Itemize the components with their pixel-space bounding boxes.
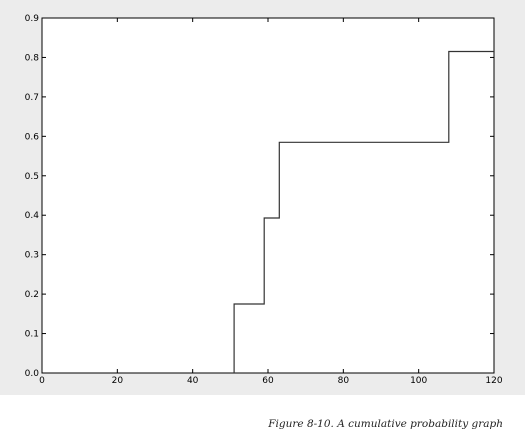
y-tick-label: 0.2 [25,290,39,300]
x-tick-label: 40 [187,376,199,386]
cumulative-probability-chart: 0 20 40 60 80 100 120 0.0 0.1 0.2 0.3 0.4 0.5 0.6 0.7… [25,14,503,386]
y-tick-label: 0.9 [25,14,40,24]
y-tick-label: 0.0 [25,369,40,379]
x-tick-label: 60 [262,376,274,386]
y-tick-label: 0.6 [25,132,40,142]
cumulative-step-line [233,50,494,373]
chart-frame: 0 20 40 60 80 100 120 0.0 0.1 0.2 0.3 0.4 0.5 0.6 0.7… [0,0,525,395]
x-tick-label: 0 [39,376,45,386]
y-tick-label: 0.8 [25,53,40,63]
x-axis: 0 20 40 60 80 100 120 [39,18,503,386]
x-tick-label: 20 [112,376,124,386]
y-axis: 0.0 0.1 0.2 0.3 0.4 0.5 0.6 0.7 0.8 0.9 [25,14,494,379]
x-tick-label: 80 [338,376,350,386]
plot-area [41,17,495,374]
x-tick-label: 100 [410,376,427,386]
y-tick-label: 0.5 [25,172,39,182]
y-tick-label: 0.7 [25,93,39,103]
y-tick-label: 0.3 [25,251,39,261]
figure-caption: Figure 8-10. A cumulative probability gr… [268,418,503,430]
y-tick-label: 0.1 [25,330,39,340]
y-tick-label: 0.4 [25,211,40,221]
x-tick-label: 120 [485,376,502,386]
